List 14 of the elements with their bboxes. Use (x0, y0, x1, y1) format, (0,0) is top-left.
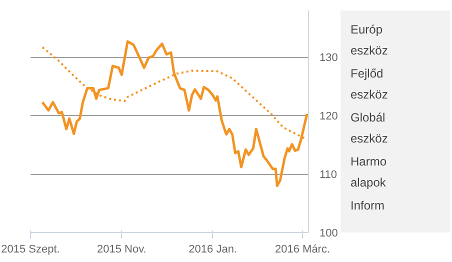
text: Inform (350, 198, 385, 213)
line-series (41, 40, 308, 188)
text: Globál eszköz (350, 110, 388, 146)
text: Fejlőd eszköz (350, 66, 388, 102)
x-tick-label: 2015 Szept. (1, 244, 60, 256)
text: Európ eszköz (350, 22, 388, 58)
text: Harmo alapok (350, 154, 387, 190)
y-tick-label: 100 (320, 228, 338, 240)
y-tick-label: 130 (320, 52, 338, 64)
x-tick-label: 2015 Nov. (97, 244, 146, 256)
y-tick-label: 110 (320, 169, 338, 182)
x-tick-label: 2016 Márc. (275, 244, 330, 256)
y-tick-label: 120 (320, 110, 338, 123)
x-tick-label: 2016 Jan. (188, 244, 238, 256)
